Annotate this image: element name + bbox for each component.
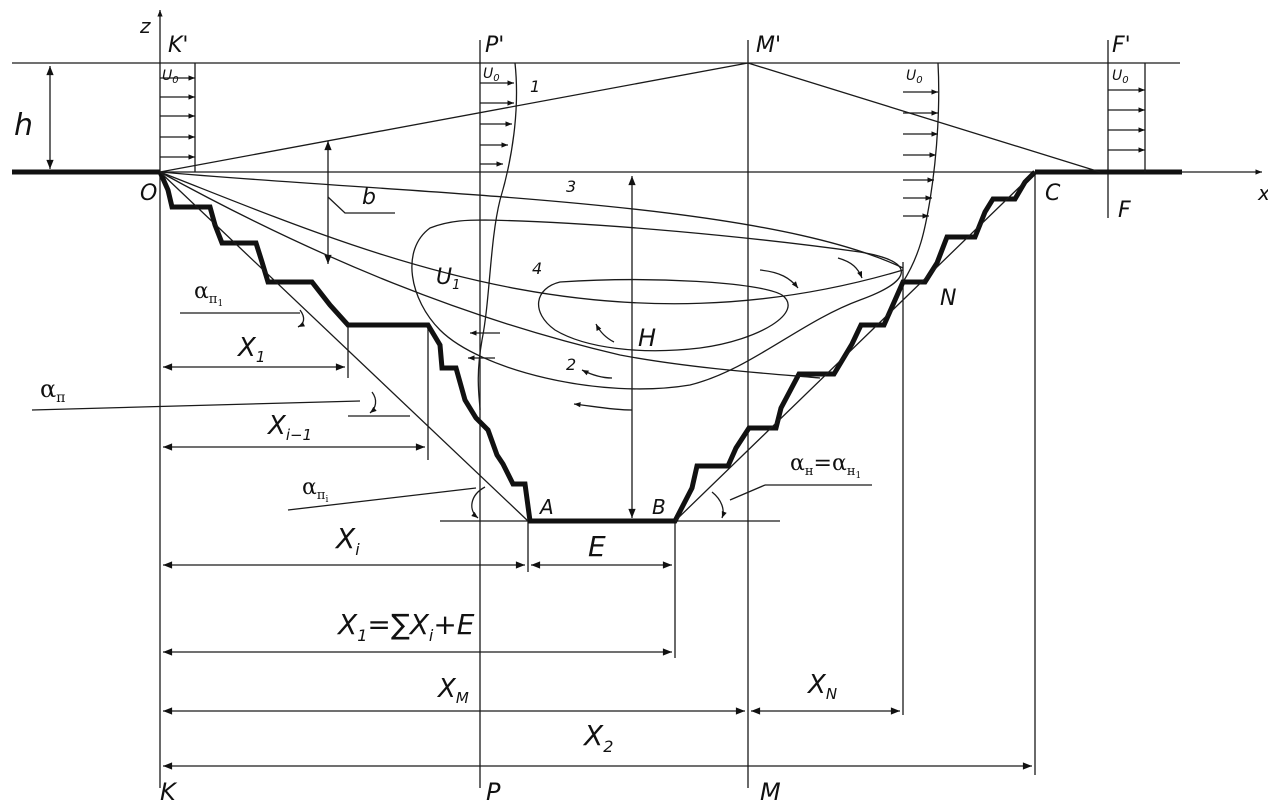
svg-text:αн=αн1: αн=αн1	[790, 451, 861, 481]
x-axis-label: x	[1257, 181, 1268, 205]
label-K: K	[160, 778, 178, 800]
label-M: M	[760, 778, 781, 800]
label-Xi-1: Xi−1	[266, 411, 312, 444]
label-N: N	[940, 286, 956, 311]
label-XN: XN	[806, 670, 837, 703]
curve-4	[159, 171, 904, 305]
label-h: h	[14, 108, 33, 143]
curve-3	[159, 171, 904, 269]
label-P: P	[486, 778, 501, 800]
label-alpha-p: αп	[40, 375, 66, 406]
vertical-reference-lines	[157, 10, 1109, 788]
svg-text:U0: U0	[906, 68, 923, 86]
curve-label-3: 3	[566, 177, 576, 196]
label-X1-prime-formula: X1=∑Xi+E	[336, 608, 475, 645]
inner-vortex	[538, 279, 789, 352]
svg-text:X2: X2	[582, 719, 613, 756]
label-U0-left: U0	[162, 68, 179, 86]
label-alpha-n-eq: αн=αн1	[790, 451, 861, 481]
velocity-profiles	[160, 62, 1146, 411]
label-alpha-p1: αп1	[194, 279, 223, 309]
label-C: C	[1045, 181, 1061, 206]
label-F-top: F'	[1112, 33, 1131, 58]
label-E: E	[588, 530, 606, 563]
label-H: H	[638, 324, 656, 352]
label-U0-F: U0	[1112, 68, 1129, 86]
label-F: F	[1118, 198, 1131, 223]
angle-annotations	[31, 309, 872, 519]
curve-2	[159, 171, 821, 379]
svg-text:U0: U0	[483, 66, 500, 84]
labels: z x K' P' M' F' O C F N A B K P M h b H …	[14, 14, 1268, 800]
svg-text:Xi: Xi	[334, 522, 360, 559]
label-X2-prime: X2	[582, 719, 613, 756]
svg-text:αпi: αпi	[302, 475, 329, 505]
label-O: O	[140, 181, 157, 206]
dimension-lines	[46, 66, 1032, 770]
svg-text:αп: αп	[40, 375, 66, 406]
svg-text:U0: U0	[162, 68, 179, 86]
label-M-top: M'	[756, 33, 781, 58]
outer-vortex	[411, 219, 902, 390]
label-b: b	[362, 185, 376, 210]
curve-label-4: 4	[532, 259, 542, 278]
svg-text:XM: XM	[436, 674, 469, 707]
label-A: A	[538, 495, 554, 519]
label-alpha-pi: αпi	[302, 475, 329, 505]
svg-text:X1: X1	[236, 333, 265, 366]
curve-label-2: 2	[566, 355, 576, 374]
label-X1: X1	[236, 333, 265, 366]
canal-profile	[12, 169, 1182, 524]
label-U0-P: U0	[483, 66, 500, 84]
flow-curves	[159, 171, 904, 390]
curve-label-1: 1	[530, 77, 540, 96]
circulation-arrows	[573, 257, 863, 411]
svg-text:U1: U1	[436, 265, 460, 293]
label-Xi: Xi	[334, 522, 360, 559]
svg-text:αп1: αп1	[194, 279, 223, 309]
svg-text:XN: XN	[806, 670, 837, 703]
svg-text:U0: U0	[1112, 68, 1129, 86]
svg-text:Xi−1: Xi−1	[266, 411, 312, 444]
label-K-top: K'	[168, 33, 188, 58]
construction-lines	[159, 62, 1101, 522]
label-U1: U1	[436, 265, 460, 293]
label-XM: XM	[436, 674, 469, 707]
label-U0-N: U0	[906, 68, 923, 86]
label-P-top: P'	[485, 33, 504, 58]
velocity-arrows	[160, 75, 1145, 361]
label-B: B	[652, 495, 666, 519]
z-axis-label: z	[139, 14, 151, 38]
svg-text:X1=∑Xi+E: X1=∑Xi+E	[336, 608, 475, 645]
